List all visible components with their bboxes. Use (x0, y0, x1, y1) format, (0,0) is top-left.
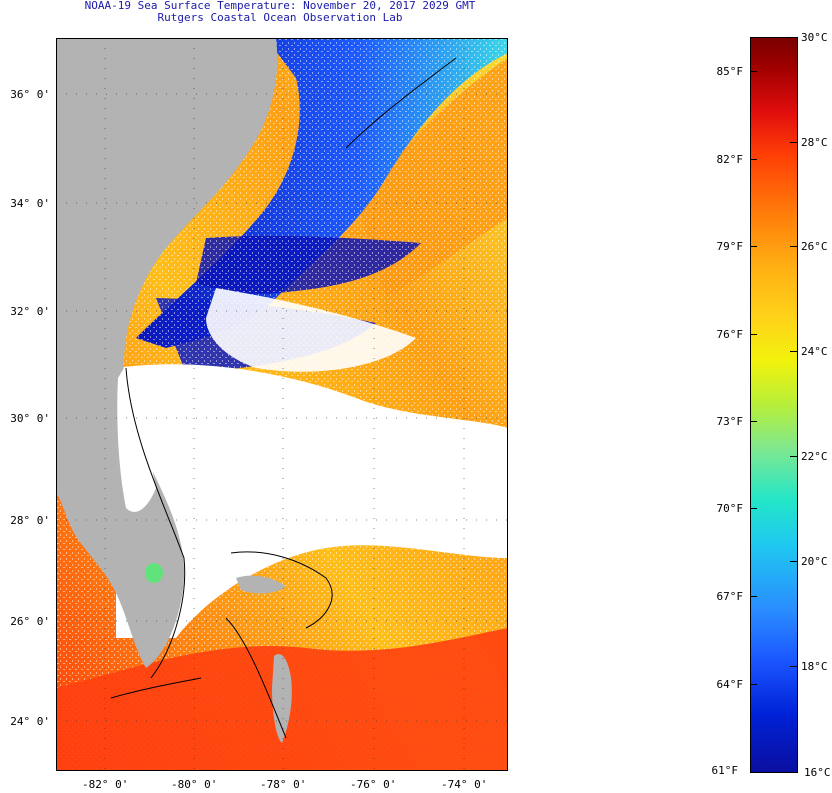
latitude-label: 32° 0' (10, 305, 50, 318)
fahrenheit-label: 61°F (711, 764, 739, 777)
fahrenheit-label: 76°F (716, 328, 744, 341)
celsius-label: 24°C (801, 345, 828, 358)
fahrenheit-label: 73°F (716, 415, 744, 428)
fahrenheit-label: 82°F (716, 153, 744, 166)
celsius-label: 18°C (801, 660, 828, 673)
fahrenheit-label: 85°F (716, 65, 744, 78)
latitude-label: 28° 0' (10, 514, 50, 527)
celsius-label: 28°C (801, 136, 828, 149)
map-subtitle: Rutgers Coastal Ocean Observation Lab (157, 11, 403, 24)
longitude-label: -82° 0' (82, 778, 129, 791)
fahrenheit-label: 70°F (716, 502, 744, 515)
latitude-label: 36° 0' (10, 88, 50, 101)
temperature-colorbar (750, 37, 798, 773)
map-image (56, 38, 508, 771)
fahrenheit-label: 79°F (716, 240, 744, 253)
sea-surface-temperature-map (56, 38, 508, 771)
celsius-label: 26°C (801, 240, 828, 253)
map-title: NOAA-19 Sea Surface Temperature: Novembe… (84, 0, 476, 12)
celsius-label: 22°C (801, 450, 828, 463)
celsius-label: 30°C (801, 31, 828, 44)
longitude-label: -76° 0' (350, 778, 397, 791)
celsius-label: 16°C (804, 766, 831, 779)
latitude-label: 30° 0' (10, 412, 50, 425)
latitude-label: 24° 0' (10, 715, 50, 728)
latitude-label: 26° 0' (10, 615, 50, 628)
celsius-label: 20°C (801, 555, 828, 568)
fahrenheit-label: 64°F (716, 678, 744, 691)
longitude-label: -78° 0' (260, 778, 307, 791)
fahrenheit-label: 67°F (716, 590, 744, 603)
latitude-label: 34° 0' (10, 197, 50, 210)
longitude-label: -74° 0' (441, 778, 488, 791)
longitude-label: -80° 0' (171, 778, 218, 791)
